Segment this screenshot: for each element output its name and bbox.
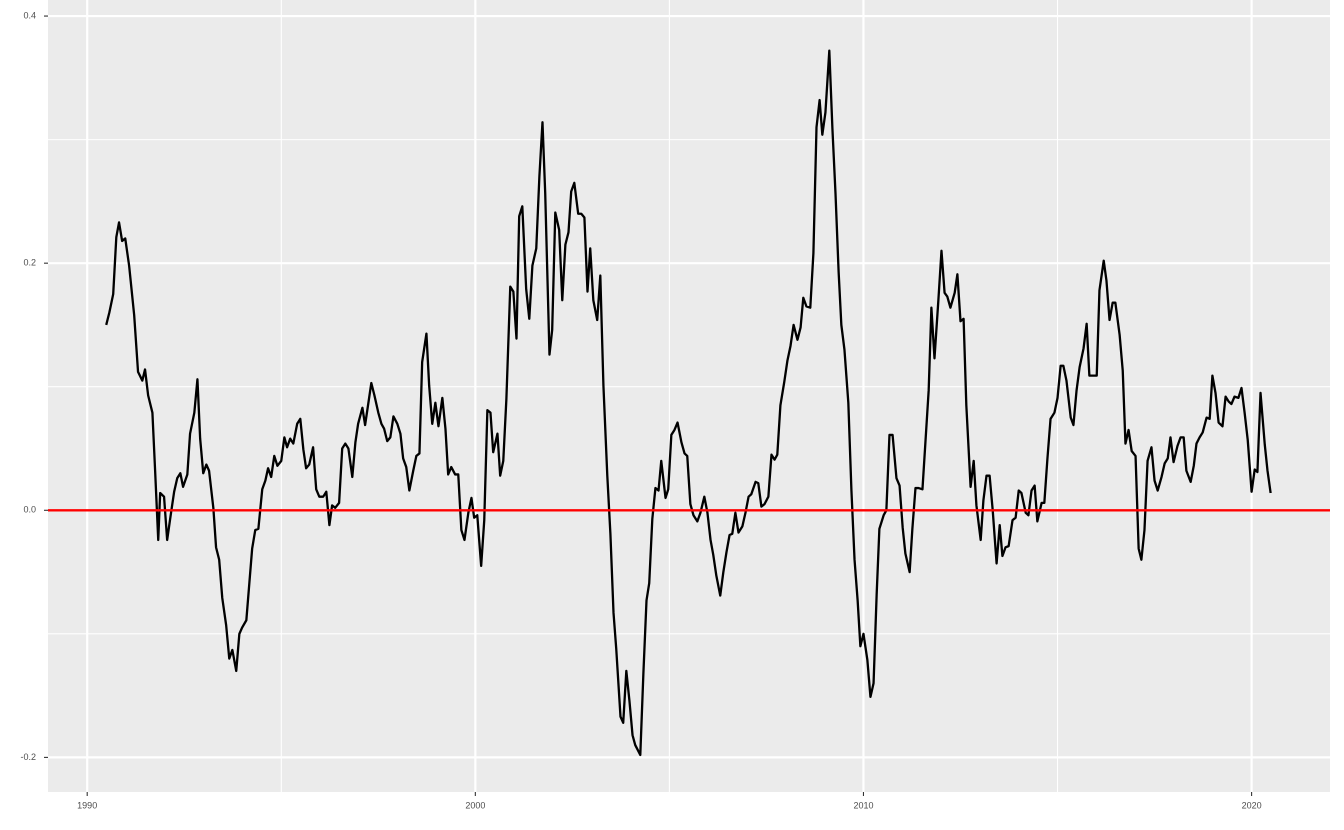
y-tick-label: 0.2 <box>23 258 36 268</box>
y-tick-label: -0.2 <box>20 752 36 762</box>
data-line <box>105 49 1272 757</box>
x-tick-label: 2020 <box>1242 800 1262 810</box>
x-tick-label: 1990 <box>77 800 97 810</box>
panel <box>48 0 1330 792</box>
y-tick-label: 0.4 <box>23 10 36 20</box>
x-tick-label: 2000 <box>465 800 485 810</box>
x-tick-label: 2010 <box>853 800 873 810</box>
y-tick-label: 0.0 <box>23 505 36 515</box>
